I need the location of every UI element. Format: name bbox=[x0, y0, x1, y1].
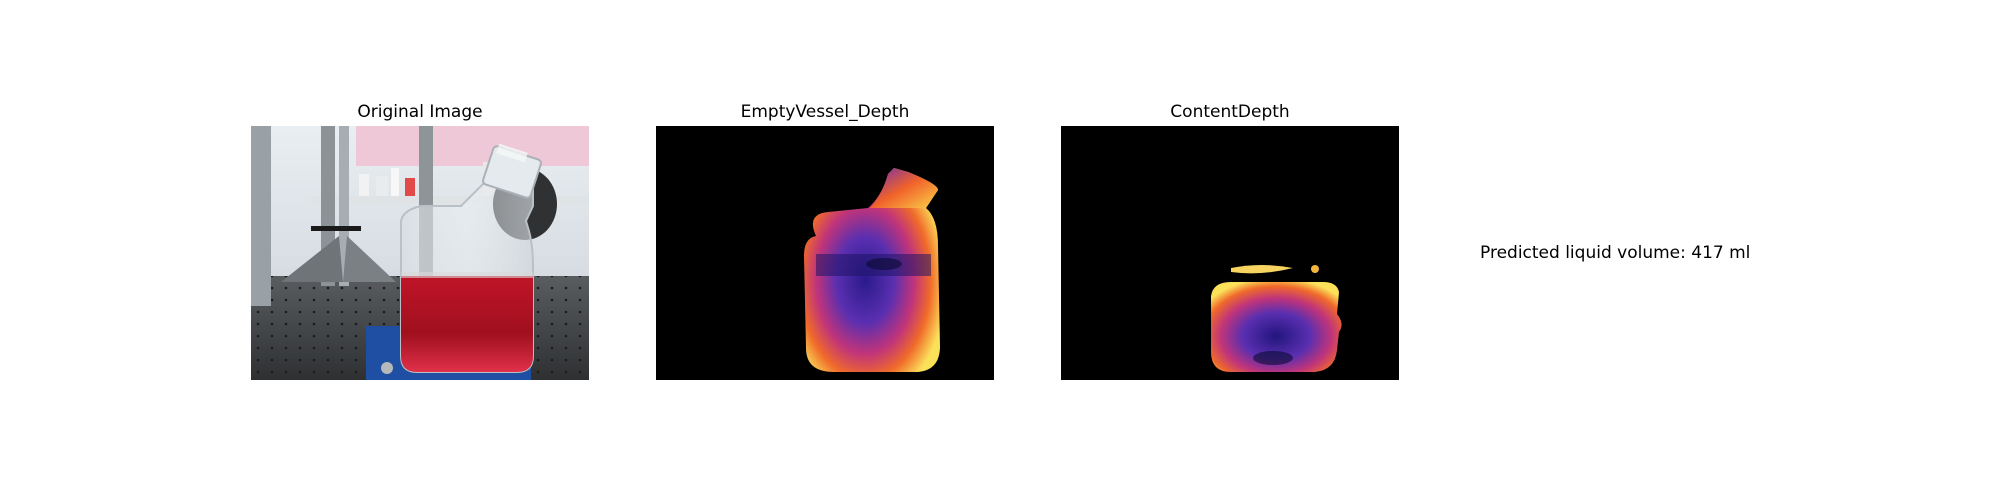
content-depth-map bbox=[1061, 126, 1399, 380]
empty-vessel-depth-map bbox=[656, 126, 994, 380]
panel-title-empty-vessel-depth: EmptyVessel_Depth bbox=[740, 102, 910, 122]
panel-title-original: Original Image bbox=[357, 102, 483, 122]
panel-title-content-depth: ContentDepth bbox=[1170, 102, 1290, 122]
predicted-volume-label: Predicted liquid volume: 417 ml bbox=[1480, 243, 1751, 263]
original-image bbox=[251, 126, 589, 380]
